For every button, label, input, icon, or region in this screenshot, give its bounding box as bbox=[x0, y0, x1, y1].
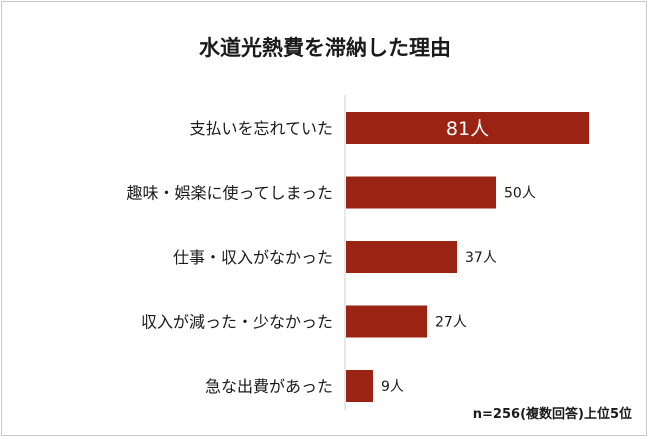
category-label: 趣味・娯楽に使ってしまった bbox=[126, 184, 333, 203]
category-label: 支払いを忘れていた bbox=[189, 119, 333, 138]
category-label: 収入が減った・少なかった bbox=[141, 313, 333, 332]
bar bbox=[346, 241, 457, 273]
chart-title: 水道光熱費を滞納した理由 bbox=[199, 36, 451, 60]
bar bbox=[346, 370, 373, 402]
bar bbox=[346, 112, 589, 144]
bar bbox=[346, 176, 496, 209]
sample-note: n=256(複数回答)上位5位 bbox=[472, 407, 632, 422]
category-label: 急な出費があった bbox=[205, 377, 333, 396]
bar bbox=[346, 305, 427, 338]
value-label: 27人 bbox=[435, 315, 467, 331]
category-label: 仕事・収入がなかった bbox=[173, 248, 333, 267]
value-label: 81人 bbox=[446, 118, 489, 140]
value-label: 50人 bbox=[504, 186, 536, 202]
value-label: 9人 bbox=[381, 379, 404, 395]
value-label: 37人 bbox=[465, 250, 497, 266]
